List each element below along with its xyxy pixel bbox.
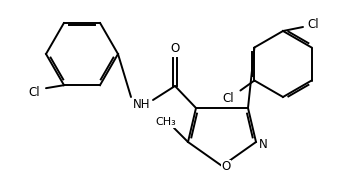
Text: N: N	[258, 138, 267, 151]
Text: Cl: Cl	[307, 18, 319, 31]
Text: O: O	[170, 42, 180, 55]
Text: NH: NH	[133, 98, 151, 111]
Text: Cl: Cl	[222, 92, 234, 105]
Text: O: O	[221, 160, 231, 173]
Text: CH₃: CH₃	[156, 117, 176, 127]
Text: Cl: Cl	[28, 86, 40, 99]
